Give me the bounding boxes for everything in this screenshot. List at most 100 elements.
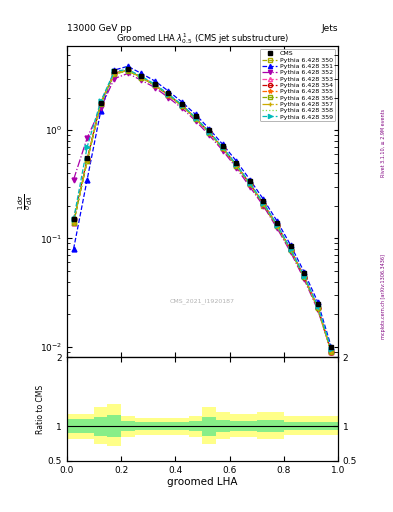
Text: mcplots.cern.ch [arXiv:1306.3436]: mcplots.cern.ch [arXiv:1306.3436] bbox=[381, 254, 386, 339]
Pythia 6.428 359 bbox=[288, 246, 293, 252]
Pythia 6.428 351 bbox=[315, 298, 320, 305]
Pythia 6.428 356 bbox=[261, 201, 266, 207]
Pythia 6.428 355 bbox=[275, 222, 279, 228]
Pythia 6.428 358 bbox=[85, 157, 90, 163]
Pythia 6.428 358 bbox=[98, 100, 103, 106]
Pythia 6.428 357 bbox=[193, 116, 198, 122]
Pythia 6.428 358 bbox=[71, 220, 76, 226]
Pythia 6.428 357 bbox=[329, 349, 334, 355]
Pythia 6.428 354 bbox=[220, 145, 225, 151]
Pythia 6.428 354 bbox=[152, 82, 157, 88]
Pythia 6.428 356 bbox=[112, 71, 117, 77]
Pythia 6.428 355 bbox=[98, 100, 103, 106]
Pythia 6.428 357 bbox=[315, 305, 320, 311]
Pythia 6.428 353 bbox=[71, 220, 76, 226]
Pythia 6.428 350 bbox=[98, 101, 103, 107]
Pythia 6.428 352 bbox=[98, 105, 103, 111]
Pythia 6.428 351 bbox=[98, 108, 103, 114]
Pythia 6.428 353 bbox=[193, 115, 198, 121]
Pythia 6.428 353 bbox=[275, 222, 279, 228]
Pythia 6.428 359 bbox=[166, 91, 171, 97]
Pythia 6.428 350 bbox=[139, 75, 144, 81]
Pythia 6.428 359 bbox=[234, 161, 239, 167]
Pythia 6.428 351 bbox=[193, 112, 198, 118]
Pythia 6.428 355 bbox=[112, 70, 117, 76]
Pythia 6.428 353 bbox=[139, 74, 144, 80]
Pythia 6.428 356 bbox=[193, 116, 198, 122]
CMS bbox=[85, 155, 90, 161]
Pythia 6.428 351 bbox=[152, 78, 157, 84]
Pythia 6.428 350 bbox=[125, 68, 130, 74]
Pythia 6.428 355 bbox=[234, 162, 239, 168]
Pythia 6.428 357 bbox=[71, 220, 76, 226]
Pythia 6.428 351 bbox=[275, 218, 279, 224]
Pythia 6.428 353 bbox=[261, 201, 266, 207]
Pythia 6.428 352 bbox=[234, 165, 239, 171]
Pythia 6.428 358 bbox=[261, 201, 266, 207]
Pythia 6.428 353 bbox=[98, 100, 103, 106]
Pythia 6.428 356 bbox=[85, 158, 90, 164]
Pythia 6.428 357 bbox=[85, 158, 90, 164]
CMS bbox=[329, 344, 334, 350]
Pythia 6.428 354 bbox=[302, 274, 307, 280]
CMS bbox=[180, 101, 184, 107]
Pythia 6.428 356 bbox=[248, 181, 252, 187]
Pythia 6.428 359 bbox=[193, 115, 198, 121]
Pythia 6.428 358 bbox=[288, 247, 293, 253]
Pythia 6.428 350 bbox=[180, 103, 184, 109]
Pythia 6.428 352 bbox=[288, 249, 293, 255]
Y-axis label: $\frac{1}{\sigma}\frac{d\sigma}{d\lambda}$: $\frac{1}{\sigma}\frac{d\sigma}{d\lambda… bbox=[17, 194, 35, 210]
Pythia 6.428 357 bbox=[112, 71, 117, 77]
Pythia 6.428 352 bbox=[275, 225, 279, 231]
Pythia 6.428 355 bbox=[152, 82, 157, 88]
Pythia 6.428 359 bbox=[139, 73, 144, 79]
CMS bbox=[315, 301, 320, 307]
Pythia 6.428 352 bbox=[329, 349, 334, 355]
Pythia 6.428 359 bbox=[248, 180, 252, 186]
Pythia 6.428 356 bbox=[180, 103, 184, 109]
Pythia 6.428 358 bbox=[329, 349, 334, 355]
Pythia 6.428 353 bbox=[248, 181, 252, 187]
Pythia 6.428 354 bbox=[315, 305, 320, 311]
Pythia 6.428 350 bbox=[220, 145, 225, 152]
Pythia 6.428 351 bbox=[71, 246, 76, 252]
Pythia 6.428 355 bbox=[180, 102, 184, 109]
Pythia 6.428 359 bbox=[207, 129, 211, 135]
Pythia 6.428 357 bbox=[152, 82, 157, 89]
Pythia 6.428 357 bbox=[139, 74, 144, 80]
Pythia 6.428 350 bbox=[85, 158, 90, 164]
Pythia 6.428 352 bbox=[112, 76, 117, 82]
Pythia 6.428 355 bbox=[166, 92, 171, 98]
Title: Groomed LHA $\lambda^{1}_{0.5}$ (CMS jet substructure): Groomed LHA $\lambda^{1}_{0.5}$ (CMS jet… bbox=[116, 31, 289, 46]
Pythia 6.428 350 bbox=[193, 116, 198, 122]
CMS bbox=[112, 68, 117, 74]
Pythia 6.428 351 bbox=[139, 70, 144, 76]
Text: 13000 GeV pp: 13000 GeV pp bbox=[67, 24, 132, 33]
Pythia 6.428 354 bbox=[288, 246, 293, 252]
Pythia 6.428 359 bbox=[85, 144, 90, 150]
Pythia 6.428 355 bbox=[71, 220, 76, 226]
CMS bbox=[193, 113, 198, 119]
Pythia 6.428 350 bbox=[234, 163, 239, 169]
Pythia 6.428 353 bbox=[125, 67, 130, 73]
Pythia 6.428 357 bbox=[302, 274, 307, 280]
Pythia 6.428 356 bbox=[329, 349, 334, 355]
Pythia 6.428 359 bbox=[275, 222, 279, 228]
Pythia 6.428 355 bbox=[315, 305, 320, 311]
Pythia 6.428 356 bbox=[98, 101, 103, 107]
Pythia 6.428 356 bbox=[220, 145, 225, 152]
Pythia 6.428 350 bbox=[207, 130, 211, 136]
CMS bbox=[207, 127, 211, 133]
Pythia 6.428 354 bbox=[98, 99, 103, 105]
Line: CMS: CMS bbox=[71, 67, 334, 349]
Legend: CMS, Pythia 6.428 350, Pythia 6.428 351, Pythia 6.428 352, Pythia 6.428 353, Pyt: CMS, Pythia 6.428 350, Pythia 6.428 351,… bbox=[260, 49, 335, 121]
Pythia 6.428 358 bbox=[234, 162, 239, 168]
Pythia 6.428 351 bbox=[248, 177, 252, 183]
Pythia 6.428 351 bbox=[234, 158, 239, 164]
Pythia 6.428 351 bbox=[180, 99, 184, 105]
Pythia 6.428 351 bbox=[207, 126, 211, 132]
Line: Pythia 6.428 353: Pythia 6.428 353 bbox=[71, 68, 334, 354]
Line: Pythia 6.428 358: Pythia 6.428 358 bbox=[73, 71, 331, 352]
Pythia 6.428 356 bbox=[166, 92, 171, 98]
Pythia 6.428 351 bbox=[302, 269, 307, 275]
